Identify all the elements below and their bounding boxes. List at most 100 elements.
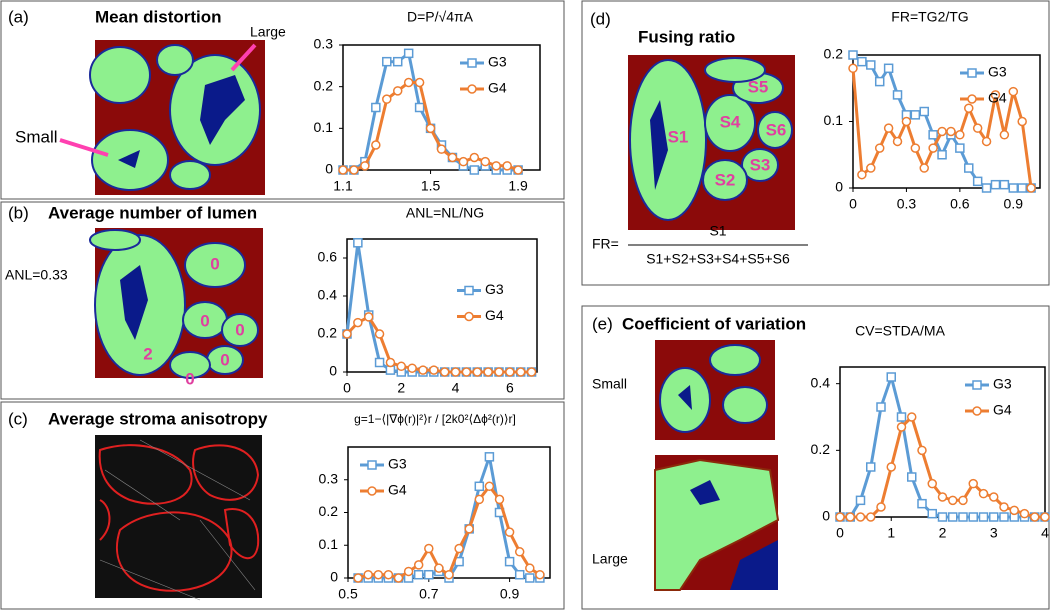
- x-tick-label: 0.5: [338, 586, 358, 602]
- marker: [1009, 88, 1017, 96]
- marker: [481, 158, 489, 166]
- marker: [885, 64, 893, 72]
- legend-marker: [465, 287, 473, 295]
- panel-heading: Average number of lumen: [48, 203, 257, 222]
- x-tick-label: 3: [990, 525, 998, 541]
- image-note: S4: [720, 112, 741, 131]
- marker: [415, 561, 423, 569]
- marker: [918, 446, 926, 454]
- plot-frame: [853, 55, 1040, 188]
- marker: [894, 91, 902, 99]
- y-tick-label: 0.6: [318, 249, 338, 265]
- marker: [1009, 184, 1017, 192]
- marker: [528, 368, 536, 376]
- chart: g=1−⟨|∇ϕ(r)|²⟩r / [2k0²⟨Δϕ²(r)⟩r]00.10.2…: [319, 412, 550, 602]
- x-tick-label: 2: [397, 380, 405, 396]
- legend-label: G4: [488, 80, 507, 96]
- marker: [506, 528, 514, 536]
- image-note: S2: [715, 170, 736, 189]
- marker: [983, 184, 991, 192]
- marker: [405, 79, 413, 87]
- marker: [364, 571, 372, 579]
- tissue-image: [90, 228, 263, 378]
- marker: [1018, 184, 1026, 192]
- marker: [908, 473, 916, 481]
- legend-label: G3: [485, 281, 504, 297]
- marker: [496, 495, 504, 503]
- marker: [516, 548, 524, 556]
- marker: [898, 413, 906, 421]
- marker: [894, 137, 902, 145]
- marker: [485, 482, 493, 490]
- marker: [857, 496, 865, 504]
- y-tick-label: 0: [835, 179, 843, 195]
- marker: [441, 368, 449, 376]
- x-tick-label: 4: [452, 380, 460, 396]
- chart-title: CV=STDA/MA: [855, 323, 946, 339]
- legend-marker: [465, 313, 473, 321]
- marker: [939, 513, 947, 521]
- figure: (a) Mean distortion Large Small (b) Aver…: [0, 0, 1050, 610]
- legend-marker: [973, 407, 981, 415]
- marker: [455, 545, 463, 553]
- marker: [849, 64, 857, 72]
- marker: [876, 144, 884, 152]
- marker: [372, 104, 380, 112]
- y-tick-label: 0: [822, 508, 830, 524]
- panel-label: (c): [8, 409, 28, 428]
- x-tick-label: 1.1: [333, 178, 353, 194]
- y-tick-label: 0: [330, 569, 338, 585]
- marker: [459, 158, 467, 166]
- plot-frame: [348, 447, 550, 578]
- marker: [858, 171, 866, 179]
- marker: [516, 571, 524, 579]
- legend-label: G4: [993, 402, 1012, 418]
- y-tick-label: 0.2: [319, 503, 339, 519]
- tissue-image: [60, 40, 265, 195]
- formula-lhs: FR=: [592, 236, 619, 252]
- marker: [1000, 513, 1008, 521]
- panel-heading: Mean distortion: [95, 7, 222, 26]
- marker: [990, 513, 998, 521]
- marker: [394, 58, 402, 66]
- image-note: 0: [185, 369, 194, 388]
- marker: [470, 166, 478, 174]
- marker: [877, 503, 885, 511]
- marker: [416, 104, 424, 112]
- marker: [465, 525, 473, 533]
- marker: [877, 403, 885, 411]
- y-tick-label: 0.1: [314, 119, 334, 135]
- legend-label: G4: [485, 307, 504, 323]
- image-note: S3: [750, 155, 771, 174]
- x-tick-label: 0.7: [419, 586, 439, 602]
- x-tick-label: 0.6: [950, 196, 970, 212]
- marker: [920, 164, 928, 172]
- marker: [394, 87, 402, 95]
- marker: [1041, 513, 1049, 521]
- y-tick-label: 0.2: [318, 325, 338, 341]
- marker: [517, 368, 525, 376]
- marker: [427, 124, 435, 132]
- marker: [1031, 513, 1039, 521]
- marker: [918, 500, 926, 508]
- marker: [354, 239, 362, 247]
- marker: [438, 145, 446, 153]
- marker: [384, 571, 392, 579]
- x-tick-label: 0.9: [500, 586, 520, 602]
- marker: [920, 108, 928, 116]
- chart-title: FR=TG2/TG: [891, 9, 968, 25]
- marker: [383, 95, 391, 103]
- y-tick-label: 0.3: [319, 470, 339, 486]
- marker: [408, 364, 416, 372]
- x-tick-label: 1.5: [421, 178, 441, 194]
- marker: [898, 423, 906, 431]
- marker: [846, 513, 854, 521]
- marker: [445, 571, 453, 579]
- legend-marker: [468, 59, 476, 67]
- tissue-image: [655, 340, 778, 590]
- panel-heading: Coefficient of variation: [622, 314, 806, 333]
- x-tick-label: 0.3: [897, 196, 917, 212]
- legend-label: G3: [993, 376, 1012, 392]
- marker: [397, 362, 405, 370]
